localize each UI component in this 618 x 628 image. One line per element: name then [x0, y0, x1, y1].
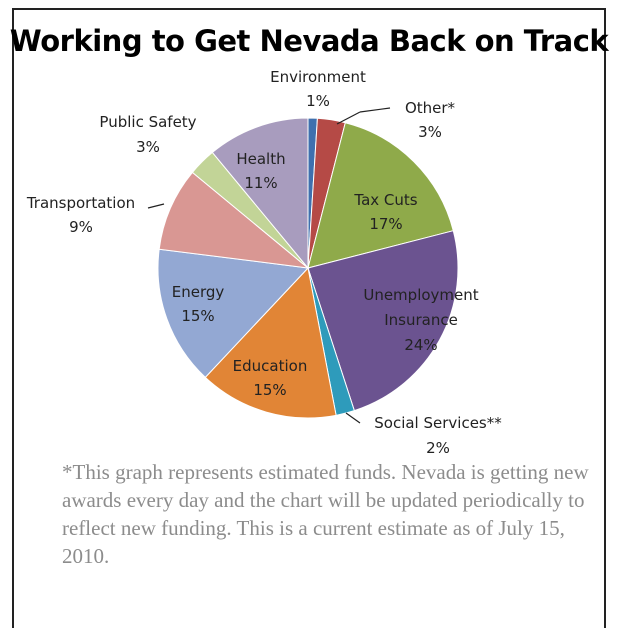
pie-slice-unemployment-insurance [307, 230, 459, 412]
label-transportation-pct: 9% [69, 218, 93, 236]
chart-frame [12, 8, 606, 628]
leader-line-social-services [345, 412, 361, 424]
footnote: *This graph represents estimated funds. … [62, 460, 589, 568]
pie-slices [157, 117, 459, 419]
pie-chart: Environment 1% Other* 3% Public Safety 3… [26, 68, 502, 457]
label-other-pct: 3% [418, 123, 442, 141]
label-health: Health [236, 150, 285, 168]
pie-slice-tax-cuts [307, 122, 454, 269]
label-tax-cuts-pct: 17% [369, 215, 402, 233]
pie-slice-health [211, 117, 309, 270]
label-environment-pct: 1% [306, 92, 330, 110]
label-unemployment-line1: Unemployment [363, 286, 478, 304]
leader-line-transportation [147, 203, 165, 209]
label-education: Education [233, 357, 308, 375]
label-public-safety: Public Safety [99, 113, 196, 131]
label-energy: Energy [172, 283, 225, 301]
label-transportation: Transportation [26, 194, 135, 212]
label-health-pct: 11% [244, 174, 277, 192]
label-education-pct: 15% [253, 381, 286, 399]
leader-lines [147, 107, 391, 424]
label-other: Other* [405, 99, 456, 117]
label-unemployment-line2: Insurance [384, 311, 458, 329]
label-environment: Environment [270, 68, 366, 86]
label-energy-pct: 15% [181, 307, 214, 325]
label-social-services: Social Services** [374, 414, 502, 432]
chart-title: Working to Get Nevada Back on Track [9, 24, 609, 58]
label-unemployment-pct: 24% [404, 336, 437, 354]
pie-slice-education [204, 266, 337, 419]
leader-line-other [336, 111, 361, 125]
label-public-safety-pct: 3% [136, 138, 160, 156]
slice-labels: Environment 1% Other* 3% Public Safety 3… [26, 68, 502, 457]
pie-slice-transportation [158, 171, 310, 269]
leader-line-other-ext [359, 107, 391, 113]
label-tax-cuts: Tax Cuts [353, 191, 417, 209]
label-social-services-pct: 2% [426, 439, 450, 457]
pie-slice-energy [157, 248, 310, 379]
